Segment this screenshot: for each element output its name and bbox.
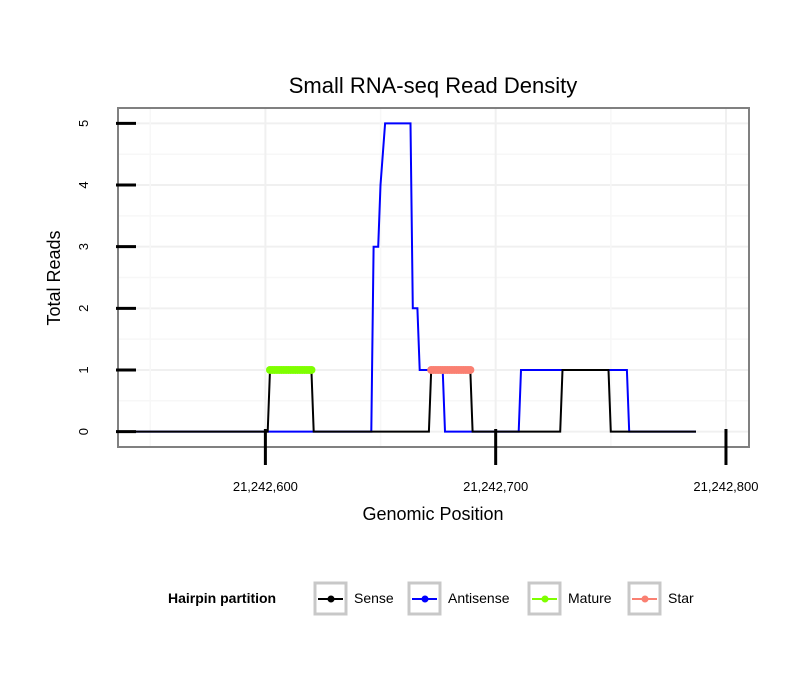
legend-title: Hairpin partition <box>168 590 276 606</box>
plot-area: 0 1 2 3 4 5 21,242,600 21,242,700 21,242,800 <box>76 107 759 494</box>
legend-label-sense: Sense <box>354 590 394 606</box>
legend-key-point <box>421 595 429 603</box>
x-tick-label: 21,242,700 <box>463 479 528 494</box>
y-tick-label: 5 <box>76 120 91 127</box>
x-tick-label: 21,242,800 <box>693 479 758 494</box>
y-tick-label: 1 <box>76 366 91 373</box>
legend-label-star: Star <box>668 590 694 606</box>
x-tick-label: 21,242,600 <box>233 479 298 494</box>
y-tick-label: 4 <box>76 181 91 188</box>
y-tick-label: 0 <box>76 428 91 435</box>
x-axis-title: Genomic Position <box>362 504 503 524</box>
series-point-mature <box>307 365 316 374</box>
y-tick-label: 3 <box>76 243 91 250</box>
series-point-star <box>466 365 475 374</box>
legend: Hairpin partition Sense Antisense Mature St… <box>168 581 694 616</box>
legend-label-antisense: Antisense <box>448 590 510 606</box>
y-axis-title: Total Reads <box>44 230 64 325</box>
chart-title: Small RNA-seq Read Density <box>289 73 578 98</box>
legend-label-mature: Mature <box>568 590 612 606</box>
legend-key-point <box>541 595 549 603</box>
legend-key-point <box>641 595 649 603</box>
legend-key-point <box>327 595 335 603</box>
y-tick-label: 2 <box>76 305 91 312</box>
plot-border <box>117 107 750 448</box>
